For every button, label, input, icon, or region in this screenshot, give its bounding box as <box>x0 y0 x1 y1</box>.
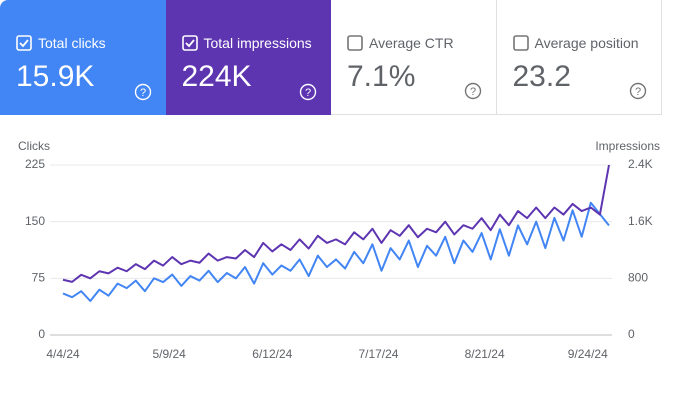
metric-card[interactable]: Average CTR 7.1%? <box>331 0 497 115</box>
y-tick-label: 150 <box>25 214 45 228</box>
x-tick-label: 5/9/24 <box>152 347 186 361</box>
y-tick-label: 225 <box>25 157 45 171</box>
checkbox[interactable] <box>181 35 198 51</box>
metric-label: Total clicks <box>38 35 106 51</box>
x-tick-label: 7/17/24 <box>358 347 398 361</box>
metric-label: Average position <box>534 35 639 51</box>
y2-tick-label: 1.6K <box>628 214 653 228</box>
y-tick-label: 75 <box>32 271 46 285</box>
metric-value: 7.1% <box>347 60 416 93</box>
help-icon[interactable]: ? <box>134 83 152 101</box>
x-tick-label: 8/21/24 <box>465 347 505 361</box>
metric-value: 15.9K <box>16 60 95 93</box>
y2-tick-label: 0 <box>628 327 635 341</box>
checkbox[interactable] <box>347 35 363 51</box>
y2-tick-label: 2.4K <box>628 157 653 171</box>
x-tick-label: 4/4/24 <box>46 347 80 361</box>
metric-label: Average CTR <box>369 35 454 51</box>
metric-label: Total impressions <box>203 35 312 51</box>
metric-cards: Total clicks 15.9K? Total impressions 224K?… <box>0 0 662 115</box>
help-icon[interactable]: ? <box>299 83 317 101</box>
metric-value: 23.2 <box>512 60 571 93</box>
series-line <box>62 201 610 302</box>
svg-text:?: ? <box>139 87 145 99</box>
y-axis-title: Clicks <box>18 139 50 153</box>
metric-card[interactable]: Average position 23.2? <box>496 0 662 115</box>
svg-text:?: ? <box>635 86 641 98</box>
metric-value: 224K <box>181 60 252 93</box>
metric-card[interactable]: Total impressions 224K? <box>165 0 331 115</box>
metric-card[interactable]: Total clicks 15.9K? <box>0 0 166 115</box>
y2-tick-label: 800 <box>628 271 648 285</box>
help-icon[interactable]: ? <box>629 82 647 100</box>
series-line <box>62 164 610 283</box>
y-tick-label: 0 <box>38 327 45 341</box>
x-tick-label: 9/24/24 <box>568 347 608 361</box>
y2-axis-title: Impressions <box>595 139 660 153</box>
svg-text:?: ? <box>305 87 311 99</box>
svg-text:?: ? <box>469 86 475 98</box>
checkbox[interactable] <box>512 35 529 51</box>
checkbox[interactable] <box>16 35 32 51</box>
chart: Clicks Impressions 0 75 150 225 0 800 1.6K 2.4K… <box>18 139 660 361</box>
x-tick-label: 6/12/24 <box>252 347 292 361</box>
help-icon[interactable]: ? <box>464 82 482 100</box>
